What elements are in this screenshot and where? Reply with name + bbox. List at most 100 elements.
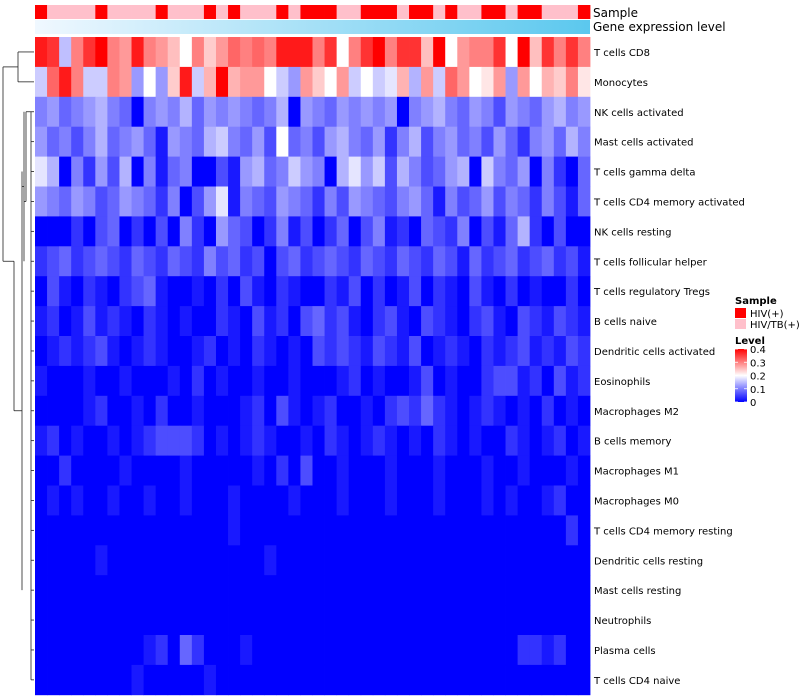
- heatmap-cell: [59, 96, 72, 128]
- heatmap-cell: [529, 186, 543, 217]
- heatmap-cell: [191, 545, 205, 576]
- heatmap-cell: [240, 455, 253, 486]
- heatmap-cell: [203, 635, 217, 666]
- heatmap-cell: [228, 216, 241, 247]
- level-tick-label: 0.3: [750, 358, 766, 369]
- heatmap-cell: [203, 395, 217, 427]
- heatmap-cell: [167, 575, 181, 606]
- heatmap-cell: [143, 605, 157, 636]
- heatmap-cell: [47, 455, 60, 486]
- heatmap-cell: [433, 664, 446, 696]
- heatmap-cell: [155, 545, 169, 576]
- heatmap-cell: [336, 485, 350, 516]
- heatmap-cell: [336, 605, 350, 636]
- heatmap-cell: [131, 306, 144, 337]
- heatmap-cell: [493, 664, 506, 696]
- heatmap-cell: [493, 455, 506, 486]
- heatmap-cell: [59, 605, 72, 636]
- heatmap-cell: [481, 216, 494, 247]
- heatmap-cell: [179, 126, 193, 157]
- heatmap-cell: [215, 664, 229, 696]
- heatmap-cell: [83, 306, 96, 337]
- heatmap-cell: [493, 156, 506, 187]
- heatmap-cell: [300, 635, 313, 666]
- heatmap-cell: [433, 515, 446, 546]
- heatmap-cell: [179, 246, 193, 277]
- heatmap-cell: [47, 126, 60, 157]
- heatmap-cell: [59, 186, 72, 217]
- heatmap-cell: [71, 635, 84, 666]
- heatmap-cell: [228, 37, 241, 68]
- heatmap-cell: [131, 66, 144, 98]
- heatmap-cell: [336, 96, 350, 128]
- heatmap-cell: [409, 66, 422, 98]
- heatmap-cell: [421, 336, 434, 367]
- heatmap-cell: [288, 664, 301, 696]
- heatmap-cell: [577, 186, 591, 217]
- heatmap-cell: [288, 605, 301, 636]
- heatmap-cell: [517, 306, 531, 337]
- heatmap-cell: [409, 664, 422, 696]
- heatmap-cell: [505, 425, 519, 456]
- heatmap-cell: [553, 365, 567, 397]
- row-label: Dendritic cells activated: [594, 347, 715, 358]
- heatmap-cell: [553, 664, 567, 696]
- heatmap-cell: [553, 545, 567, 576]
- heatmap-cell: [119, 96, 132, 128]
- heatmap-cell: [312, 635, 325, 666]
- heatmap-cell: [409, 186, 422, 217]
- heatmap-cell: [396, 545, 410, 576]
- heatmap-cell: [517, 156, 531, 187]
- heatmap-cell: [372, 37, 386, 68]
- heatmap-cell: [481, 276, 494, 307]
- heatmap-cell: [203, 545, 217, 576]
- heatmap-cell: [167, 485, 181, 516]
- heatmap-cell: [252, 545, 265, 576]
- heatmap-cell: [288, 156, 301, 187]
- heatmap-cell: [505, 246, 519, 277]
- sample-annotation-cell: [409, 5, 422, 19]
- heatmap-cell: [71, 37, 84, 68]
- heatmap-cell: [240, 365, 253, 397]
- heatmap-cell: [384, 216, 398, 247]
- heatmap-cell: [372, 306, 386, 337]
- heatmap-cell: [396, 276, 410, 307]
- heatmap-cell: [433, 186, 446, 217]
- heatmap-cell: [372, 545, 386, 576]
- heatmap-cell: [167, 216, 181, 247]
- heatmap-cell: [409, 575, 422, 606]
- heatmap-cell: [553, 246, 567, 277]
- heatmap-cell: [155, 425, 169, 456]
- heatmap-cell: [396, 336, 410, 367]
- heatmap-cell: [409, 276, 422, 307]
- heatmap-cell: [505, 635, 519, 666]
- row-label: T cells gamma delta: [593, 168, 695, 179]
- heatmap-cell: [35, 246, 48, 277]
- heatmap-cell: [324, 575, 338, 606]
- heatmap-cell: [179, 365, 193, 397]
- heatmap-cell: [348, 216, 362, 247]
- heatmap-cell: [191, 605, 205, 636]
- heatmap-cell: [215, 365, 229, 397]
- heatmap-cell: [384, 395, 398, 427]
- heatmap-cell: [47, 246, 60, 277]
- heatmap-cell: [276, 37, 289, 68]
- heatmap-cell: [288, 37, 301, 68]
- heatmap-cell: [228, 605, 241, 636]
- heatmap-cell: [143, 216, 157, 247]
- heatmap-cell: [481, 365, 494, 397]
- heatmap-cell: [469, 425, 482, 456]
- heatmap-cell: [300, 66, 313, 98]
- heatmap-cell: [469, 276, 482, 307]
- heatmap-cell: [541, 395, 555, 427]
- heatmap-cell: [143, 365, 157, 397]
- heatmap-cell: [517, 365, 531, 397]
- heatmap-cell: [300, 246, 313, 277]
- heatmap-cell: [119, 156, 132, 187]
- heatmap-cell: [131, 575, 144, 606]
- sample-annotation-cell: [348, 5, 362, 19]
- heatmap-cell: [240, 276, 253, 307]
- heatmap-cell: [167, 515, 181, 546]
- heatmap-cell: [384, 186, 398, 217]
- heatmap-cell: [457, 306, 470, 337]
